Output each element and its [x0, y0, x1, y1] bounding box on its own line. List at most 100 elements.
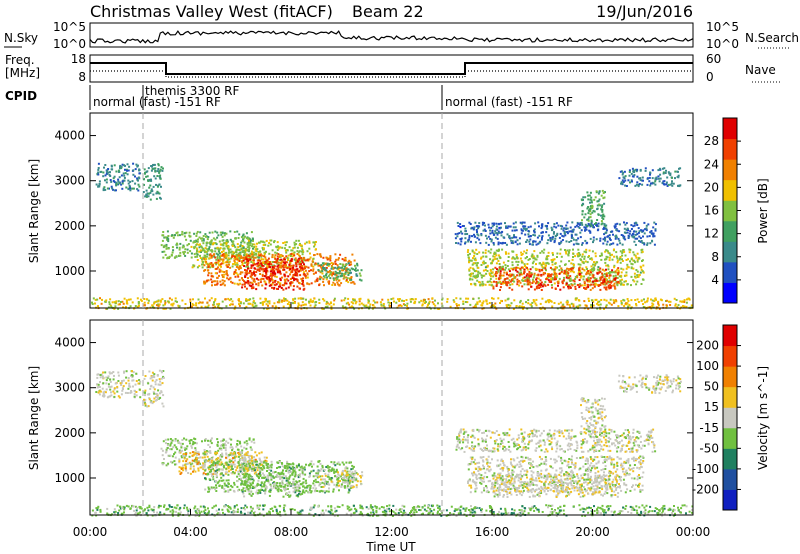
- power-cell-3196: [527, 281, 530, 284]
- power-cell-2286: [565, 269, 567, 272]
- power-cell-1832: [537, 242, 540, 245]
- power-cell-4065: [108, 303, 111, 306]
- power-cell-3308: [598, 203, 601, 206]
- velocity-cell-313: [185, 438, 188, 441]
- velocity-cell-323: [162, 440, 165, 443]
- power-cell-2740: [640, 268, 643, 271]
- power-cell-4008: [625, 302, 628, 305]
- velocity-cell-603: [211, 459, 214, 462]
- power-cell-1389: [305, 265, 308, 268]
- velocity-cell-19: [131, 376, 134, 379]
- power-cell-2711: [537, 281, 540, 284]
- power-cell-1702: [336, 272, 338, 275]
- power-cell-3797: [204, 305, 207, 308]
- velocity-cell-745: [351, 467, 354, 470]
- power-cell-1687: [330, 267, 333, 270]
- power-cell-2844: [512, 274, 515, 277]
- power-cell-2357: [554, 262, 557, 265]
- power-cell-522: [247, 265, 249, 268]
- power-cell-1581: [273, 280, 276, 283]
- power-cell-2515: [488, 272, 491, 275]
- power-cell-3945: [529, 303, 532, 306]
- power-cell-3169: [496, 272, 499, 275]
- velocity-cell-526: [249, 454, 252, 457]
- power-cell-476: [179, 254, 182, 257]
- power-cell-3459: [654, 177, 657, 180]
- power-cell-3779: [414, 300, 417, 303]
- power-cell-4076: [599, 303, 602, 306]
- power-cell-3262: [593, 223, 596, 225]
- cpid-segment-1: normal (fast) -151 RF: [93, 95, 221, 109]
- power-cell-1593: [274, 284, 277, 287]
- power-cell-1192: [225, 273, 228, 275]
- power-cell-1650: [332, 277, 335, 280]
- power-cell-1668: [354, 269, 356, 271]
- power-cell-1647: [359, 274, 362, 277]
- power-cell-1527: [289, 282, 292, 285]
- power-cell-1651: [336, 267, 339, 270]
- power-cell-3430: [657, 177, 660, 180]
- power-cell-488: [163, 244, 166, 247]
- power-cell-1856: [556, 232, 559, 235]
- power-cell-1360: [240, 255, 243, 258]
- power-cell-2832: [564, 249, 566, 251]
- power-cell-2285: [577, 263, 580, 266]
- power-cell-2952: [587, 285, 590, 288]
- power-cell-2198: [592, 224, 594, 227]
- velocity-cell-622: [194, 470, 197, 473]
- power-cell-28: [137, 164, 139, 167]
- power-cell-534: [221, 251, 223, 253]
- power-cell-2066: [624, 231, 627, 234]
- power-cell-1376: [257, 278, 260, 281]
- power-cell-2074: [478, 222, 481, 225]
- power-cell-625: [305, 241, 308, 244]
- power-cell-3904: [265, 303, 268, 306]
- power-cell-2095: [572, 238, 575, 241]
- velocity-cell-570: [247, 456, 250, 458]
- power-cell-3063: [574, 285, 577, 288]
- velocity-cell-347: [240, 445, 243, 448]
- velocity-cell-759: [297, 476, 300, 479]
- velocity-cell-82: [117, 371, 120, 374]
- power-cell-2818: [511, 250, 514, 253]
- power-cell-3598: [189, 300, 192, 303]
- power-cell-1062: [277, 261, 280, 264]
- power-cell-1095: [238, 254, 240, 257]
- power-cell-1644: [321, 262, 324, 265]
- power-cell-3964: [117, 307, 120, 310]
- power-cell-3460: [621, 182, 624, 185]
- power-cell-1630: [350, 278, 353, 281]
- power-cell-1373: [348, 259, 351, 262]
- power-cell-1698: [325, 274, 327, 277]
- power-cell-344: [202, 238, 205, 241]
- power-cell-3061: [492, 285, 495, 288]
- power-cell-774: [227, 257, 230, 260]
- power-cell-3201: [539, 282, 542, 285]
- power-cell-892: [341, 258, 344, 261]
- power-cell-3104: [526, 266, 528, 269]
- power-cell-2695: [469, 259, 472, 262]
- power-cell-3489: [358, 298, 361, 301]
- velocity-cell-688: [192, 470, 194, 473]
- power-cell-3381: [651, 182, 654, 185]
- power-cell-1740: [485, 241, 488, 244]
- power-cell-3197: [525, 274, 528, 277]
- power-cell-2983: [523, 276, 526, 279]
- power-cell-1134: [256, 265, 259, 268]
- power-cell-159: [143, 168, 146, 171]
- power-cell-2614: [488, 283, 491, 286]
- power-cell-2836: [579, 258, 582, 261]
- power-cell-2682: [604, 277, 607, 280]
- power-cell-1871: [626, 228, 629, 231]
- power-cell-3233: [614, 277, 617, 280]
- power-cell-3625: [390, 298, 393, 301]
- velocity-cell-576: [235, 455, 238, 458]
- power-cell-2574: [639, 271, 642, 274]
- power-cell-1428: [249, 270, 251, 273]
- power-cell-2899: [565, 284, 568, 286]
- power-cell-2776: [531, 253, 534, 256]
- power-cell-4019: [406, 307, 409, 310]
- power-cell-4035: [620, 300, 623, 303]
- velocity-cell-48: [138, 379, 141, 382]
- power-cell-959: [331, 274, 334, 277]
